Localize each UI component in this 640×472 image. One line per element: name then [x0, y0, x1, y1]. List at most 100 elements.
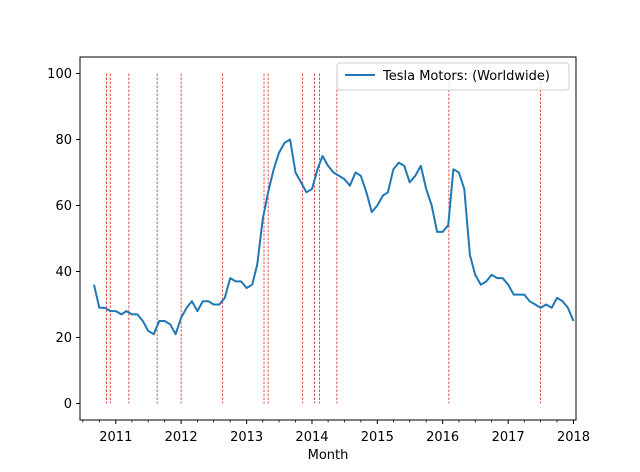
data-point	[158, 320, 160, 322]
data-point	[431, 204, 433, 206]
data-point	[142, 320, 144, 322]
data-point	[169, 323, 171, 325]
x-tick-label: 2017	[492, 430, 525, 445]
series-layer	[93, 138, 575, 336]
y-tick-label: 20	[55, 331, 72, 346]
data-point	[474, 274, 476, 276]
x-tick-label: 2013	[230, 430, 263, 445]
data-point	[556, 297, 558, 299]
data-point	[305, 191, 307, 193]
data-point	[213, 303, 215, 305]
data-point	[382, 195, 384, 197]
data-point	[392, 168, 394, 170]
data-point	[529, 300, 531, 302]
data-point	[175, 333, 177, 335]
data-point	[540, 307, 542, 309]
x-tick-label: 2012	[165, 430, 198, 445]
data-point	[403, 165, 405, 167]
data-point	[321, 155, 323, 157]
y-tick-label: 0	[64, 397, 72, 412]
y-axis: 0 20 40 60 80 100	[47, 67, 80, 412]
data-point	[153, 333, 155, 335]
data-point	[235, 280, 237, 282]
data-point	[202, 300, 204, 302]
y-tick-label: 40	[55, 265, 72, 280]
data-point	[420, 165, 422, 167]
data-point	[196, 310, 198, 312]
data-point	[147, 330, 149, 332]
data-point	[343, 178, 345, 180]
data-point	[458, 171, 460, 173]
data-point	[491, 274, 493, 276]
data-point	[371, 211, 373, 213]
data-point	[507, 284, 509, 286]
data-point	[442, 231, 444, 233]
data-point	[376, 204, 378, 206]
data-point	[572, 320, 574, 322]
data-point	[551, 307, 553, 309]
data-point	[436, 231, 438, 233]
data-point	[332, 171, 334, 173]
data-point	[256, 264, 258, 266]
data-point	[365, 191, 367, 193]
data-point	[452, 168, 454, 170]
data-point	[289, 138, 291, 140]
data-point	[534, 303, 536, 305]
data-point	[284, 142, 286, 144]
data-point	[300, 181, 302, 183]
data-point	[327, 165, 329, 167]
data-point	[387, 191, 389, 193]
plot-frame	[79, 56, 577, 421]
data-point	[191, 300, 193, 302]
data-point	[115, 310, 117, 312]
data-point	[513, 294, 515, 296]
data-point	[251, 284, 253, 286]
data-point	[164, 320, 166, 322]
event-lines	[106, 73, 541, 404]
legend-label: Tesla Motors: (Worldwide)	[382, 69, 550, 84]
data-point	[360, 175, 362, 177]
data-point	[485, 280, 487, 282]
data-point	[125, 310, 127, 312]
data-point	[523, 294, 525, 296]
data-point	[311, 188, 313, 190]
data-point	[273, 168, 275, 170]
series-line	[93, 138, 575, 336]
data-point	[93, 284, 95, 286]
data-point	[98, 307, 100, 309]
data-point	[545, 303, 547, 305]
data-point	[349, 185, 351, 187]
data-point	[398, 162, 400, 164]
data-point	[262, 218, 264, 220]
data-point	[104, 307, 106, 309]
data-point	[120, 313, 122, 315]
data-point	[180, 317, 182, 319]
axes-frame	[79, 56, 577, 421]
x-tick-label: 2015	[361, 430, 394, 445]
y-tick-label: 80	[55, 133, 72, 148]
y-tick-label: 60	[55, 199, 72, 214]
legend-box	[336, 62, 570, 91]
data-point	[240, 280, 242, 282]
data-point	[480, 284, 482, 286]
x-tick-label: 2011	[99, 430, 132, 445]
data-point	[409, 181, 411, 183]
data-point	[414, 175, 416, 177]
data-point	[224, 297, 226, 299]
data-point	[278, 152, 280, 154]
data-point	[109, 310, 111, 312]
data-point	[518, 294, 520, 296]
data-point	[447, 224, 449, 226]
data-point	[354, 171, 356, 173]
data-point	[136, 313, 138, 315]
data-point	[246, 287, 248, 289]
data-point	[316, 168, 318, 170]
x-tick-label: 2018	[557, 430, 590, 445]
data-point	[567, 307, 569, 309]
x-tick-label: 2014	[295, 430, 328, 445]
x-tick-label: 2016	[426, 430, 459, 445]
data-point	[229, 277, 231, 279]
data-point	[338, 175, 340, 177]
data-point	[294, 171, 296, 173]
